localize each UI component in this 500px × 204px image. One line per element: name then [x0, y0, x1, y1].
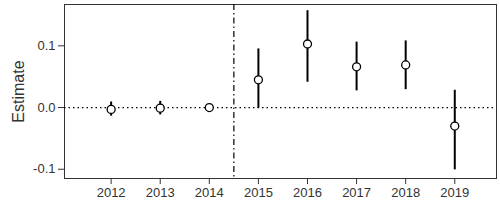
svg-text:0.0: 0.0 [37, 100, 55, 115]
svg-text:Estimate: Estimate [10, 60, 27, 122]
svg-text:2014: 2014 [195, 185, 224, 200]
svg-text:2013: 2013 [146, 185, 175, 200]
svg-text:2015: 2015 [244, 185, 273, 200]
svg-text:2018: 2018 [391, 185, 420, 200]
svg-text:2019: 2019 [440, 185, 469, 200]
svg-text:2016: 2016 [293, 185, 322, 200]
svg-text:-0.1: -0.1 [33, 161, 55, 176]
svg-text:2012: 2012 [97, 185, 126, 200]
svg-text:2017: 2017 [342, 185, 371, 200]
svg-text:0.1: 0.1 [37, 38, 55, 53]
